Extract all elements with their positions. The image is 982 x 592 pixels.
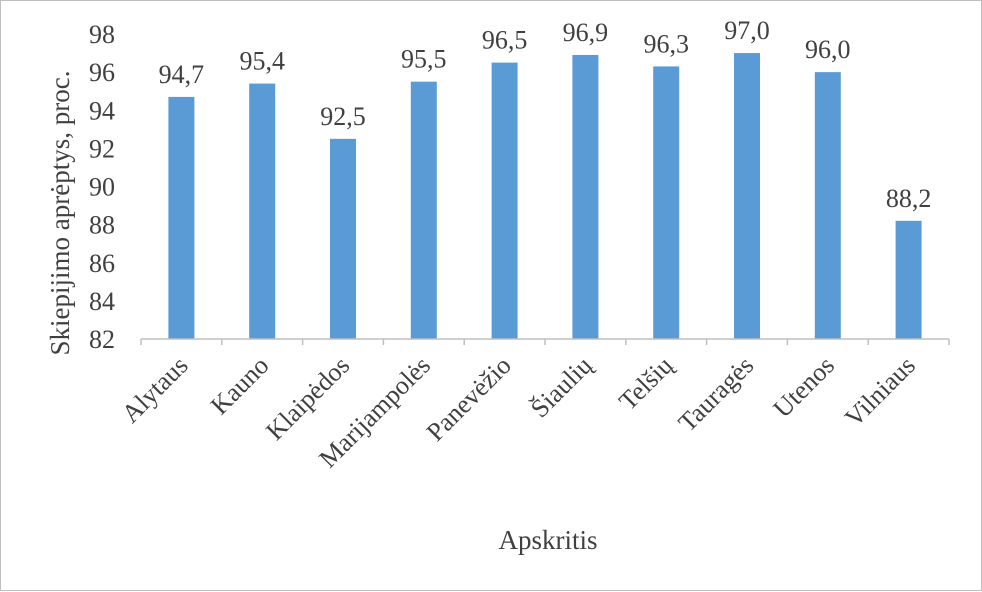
data-label: 96,0 xyxy=(805,35,851,64)
bar xyxy=(168,96,195,339)
data-label: 96,5 xyxy=(482,26,528,55)
y-axis-title: Skiepijimo aprėptys, proc. xyxy=(45,71,75,356)
category-labels: Alytaus KaunoKlaipėdosMarijampolėsPanevėž… xyxy=(116,350,921,473)
y-tick-label: 88 xyxy=(89,211,115,240)
y-tick-label: 82 xyxy=(89,325,115,354)
category-label: Tauragės xyxy=(673,351,760,438)
bar xyxy=(814,72,841,339)
category-label: Vilniaus xyxy=(839,351,921,433)
category-label: Panevėžio xyxy=(421,351,517,447)
y-tick-label: 90 xyxy=(89,173,115,202)
data-label: 97,0 xyxy=(724,16,770,45)
bars xyxy=(168,53,922,339)
y-tick-label: 86 xyxy=(89,249,115,278)
data-label: 94,7 xyxy=(159,60,205,89)
y-tick-label: 96 xyxy=(89,58,115,87)
bar xyxy=(653,66,680,339)
bar xyxy=(249,83,276,339)
x-axis-ticks xyxy=(140,339,950,345)
category-label: Telšių xyxy=(613,350,679,416)
data-label: 92,5 xyxy=(320,102,366,131)
data-label: 88,2 xyxy=(886,184,932,213)
y-tick-label: 84 xyxy=(89,287,115,316)
y-tick-label: 98 xyxy=(89,20,115,49)
data-label: 95,5 xyxy=(401,45,447,74)
bar xyxy=(734,53,760,339)
bar xyxy=(491,62,518,339)
data-label: 96,3 xyxy=(643,29,689,58)
data-label: 95,4 xyxy=(239,47,285,76)
category-label: Šiaulių xyxy=(525,350,598,423)
category-label: Kauno xyxy=(205,351,275,421)
bar xyxy=(410,81,437,339)
x-axis-title: Apskritis xyxy=(498,525,597,555)
bar xyxy=(895,220,922,339)
category-label: Utenos xyxy=(767,351,840,424)
y-tick-label: 94 xyxy=(89,96,115,125)
category-label: Alytaus xyxy=(116,351,194,429)
data-label: 96,9 xyxy=(563,18,609,47)
bar xyxy=(330,138,356,339)
y-tick-label: 92 xyxy=(89,134,115,163)
bar xyxy=(572,54,599,339)
data-labels: 94,7 95,4 92,5 95,5 96,5 96,9 96,3 97,0 96,0 88,2 xyxy=(159,16,932,213)
y-axis-ticks: 82 84 86 88 90 92 94 96 98 xyxy=(89,20,115,354)
